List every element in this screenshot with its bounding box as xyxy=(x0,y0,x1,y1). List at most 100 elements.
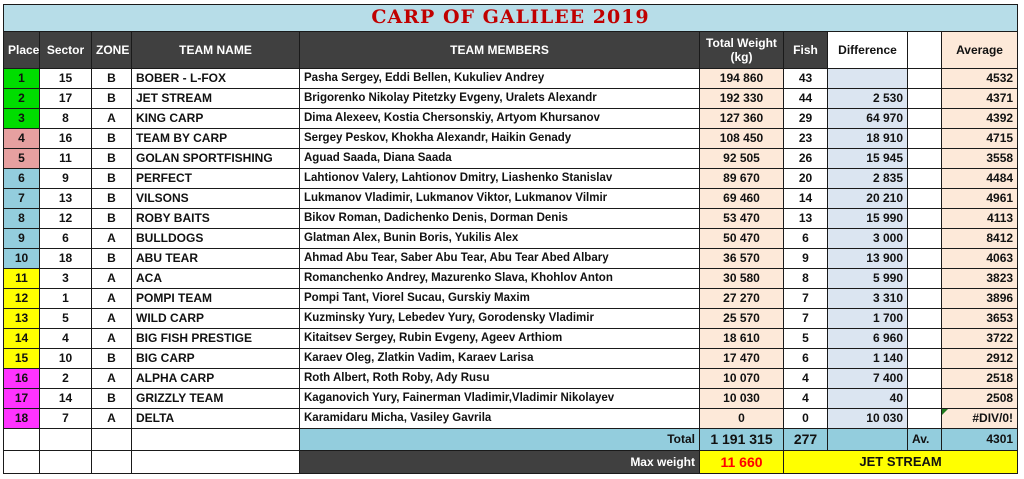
zone-cell: A xyxy=(91,368,132,389)
table-row: 14 4 A BIG FISH PRESTIGE Kitaitsev Sergey, R… xyxy=(3,328,1019,349)
average-cell: 3722 xyxy=(940,328,1019,349)
average-cell: 4484 xyxy=(940,168,1019,189)
average-cell: 4371 xyxy=(940,88,1019,109)
zone-cell: A xyxy=(91,108,132,129)
max-weight-team: JET STREAM xyxy=(782,450,1019,474)
zone-cell: B xyxy=(91,128,132,149)
table-row: 11 3 A ACA Romanchenko Andrey, Mazurenko Sla… xyxy=(3,268,1019,289)
blank-cell xyxy=(907,168,942,189)
sector-cell: 7 xyxy=(39,408,92,429)
blank-cell xyxy=(907,228,942,249)
fish-cell: 44 xyxy=(783,88,828,109)
place-cell: 7 xyxy=(3,188,40,209)
sector-cell: 12 xyxy=(39,208,92,229)
total-weight-cell: 92 505 xyxy=(699,148,784,169)
zone-cell: B xyxy=(91,388,132,409)
blank-cell xyxy=(907,248,942,269)
team-members-cell: Dima Alexeev, Kostia Chersonskiy, Artyom… xyxy=(299,108,700,129)
difference-cell xyxy=(827,68,908,89)
header-team-name: TEAM NAME xyxy=(131,31,300,69)
sector-cell: 11 xyxy=(39,148,92,169)
average-cell: #DIV/0! xyxy=(940,408,1019,429)
header-total-weight: Total Weight (kg) xyxy=(699,31,784,69)
sector-cell: 15 xyxy=(39,68,92,89)
zone-cell: B xyxy=(91,188,132,209)
blank-cell xyxy=(907,288,942,309)
totals-label: Total xyxy=(299,428,700,451)
fish-cell: 20 xyxy=(783,168,828,189)
average-cell: 4961 xyxy=(940,188,1019,209)
place-cell: 11 xyxy=(3,268,40,289)
total-weight-cell: 192 330 xyxy=(699,88,784,109)
table-row: 3 8 A KING CARP Dima Alexeev, Kostia Cherson… xyxy=(3,108,1019,129)
blank-cell xyxy=(907,128,942,149)
max-blank xyxy=(91,450,132,474)
team-members-cell: Romanchenko Andrey, Mazurenko Slava, Kho… xyxy=(299,268,700,289)
total-weight-cell: 18 610 xyxy=(699,328,784,349)
team-members-cell: Kuzminsky Yury, Lebedev Yury, Gorodensky… xyxy=(299,308,700,329)
total-weight-cell: 53 470 xyxy=(699,208,784,229)
header-team-members: TEAM MEMBERS xyxy=(299,31,700,69)
sector-cell: 4 xyxy=(39,328,92,349)
blank-cell xyxy=(907,368,942,389)
total-weight-cell: 10 030 xyxy=(699,388,784,409)
place-cell: 5 xyxy=(3,148,40,169)
difference-cell: 7 400 xyxy=(827,368,908,389)
sector-cell: 17 xyxy=(39,88,92,109)
team-members-cell: Sergey Peskov, Khokha Alexandr, Haikin G… xyxy=(299,128,700,149)
total-weight-cell: 30 580 xyxy=(699,268,784,289)
total-weight-cell: 69 460 xyxy=(699,188,784,209)
team-name-cell: BOBER - L-FOX xyxy=(131,68,300,89)
zone-cell: B xyxy=(91,88,132,109)
blank-cell xyxy=(907,188,942,209)
blank-cell xyxy=(907,308,942,329)
table-row: 16 2 A ALPHA CARP Roth Albert, Roth Roby, Ad… xyxy=(3,368,1019,389)
totals-blank xyxy=(3,428,40,451)
table-row: 12 1 A POMPI TEAM Pompi Tant, Viorel Sucau, … xyxy=(3,288,1019,309)
fish-cell: 8 xyxy=(783,268,828,289)
header-row: Place Sector ZONE TEAM NAME TEAM MEMBERS… xyxy=(3,31,1019,69)
totals-blank xyxy=(131,428,300,451)
team-name-cell: TEAM BY CARP xyxy=(131,128,300,149)
table-row: 2 17 B JET STREAM Brigorenko Nikolay Pitetzk… xyxy=(3,88,1019,109)
team-name-cell: BULLDOGS xyxy=(131,228,300,249)
table-row: 8 12 B ROBY BAITS Bikov Roman, Dadichenko De… xyxy=(3,208,1019,229)
place-cell: 17 xyxy=(3,388,40,409)
max-weight-row: Max weight 11 660 JET STREAM xyxy=(3,450,1019,474)
team-members-cell: Lukmanov Vladimir, Lukmanov Viktor, Lukm… xyxy=(299,188,700,209)
team-members-cell: Bikov Roman, Dadichenko Denis, Dorman De… xyxy=(299,208,700,229)
difference-cell: 3 000 xyxy=(827,228,908,249)
team-members-cell: Lahtionov Valery, Lahtionov Dmitry, Lias… xyxy=(299,168,700,189)
team-name-cell: GRIZZLY TEAM xyxy=(131,388,300,409)
header-place: Place xyxy=(3,31,40,69)
title-text: CARP OF GALILEE 2019 xyxy=(371,6,650,28)
fish-cell: 7 xyxy=(783,288,828,309)
max-blank xyxy=(3,450,40,474)
blank-cell xyxy=(907,88,942,109)
title-row: CARP OF GALILEE 2019 xyxy=(2,4,1019,32)
difference-cell: 2 530 xyxy=(827,88,908,109)
blank-cell xyxy=(907,68,942,89)
fish-cell: 0 xyxy=(783,408,828,429)
blank-cell xyxy=(907,328,942,349)
fish-cell: 5 xyxy=(783,328,828,349)
team-members-cell: Pompi Tant, Viorel Sucau, Gurskiy Maxim xyxy=(299,288,700,309)
fish-cell: 4 xyxy=(783,368,828,389)
total-weight-cell: 27 270 xyxy=(699,288,784,309)
totals-fish: 277 xyxy=(783,428,828,451)
average-cell: 2508 xyxy=(940,388,1019,409)
header-fish: Fish xyxy=(783,31,828,69)
max-weight-value: 11 660 xyxy=(699,450,784,474)
blank-cell xyxy=(907,208,942,229)
fish-cell: 4 xyxy=(783,388,828,409)
sector-cell: 1 xyxy=(39,288,92,309)
sector-cell: 3 xyxy=(39,268,92,289)
team-name-cell: JET STREAM xyxy=(131,88,300,109)
difference-cell: 20 210 xyxy=(827,188,908,209)
sector-cell: 14 xyxy=(39,388,92,409)
totals-weight: 1 191 315 xyxy=(699,428,784,451)
team-name-cell: BIG CARP xyxy=(131,348,300,369)
team-name-cell: POMPI TEAM xyxy=(131,288,300,309)
team-members-cell: Glatman Alex, Bunin Boris, Yukilis Alex xyxy=(299,228,700,249)
